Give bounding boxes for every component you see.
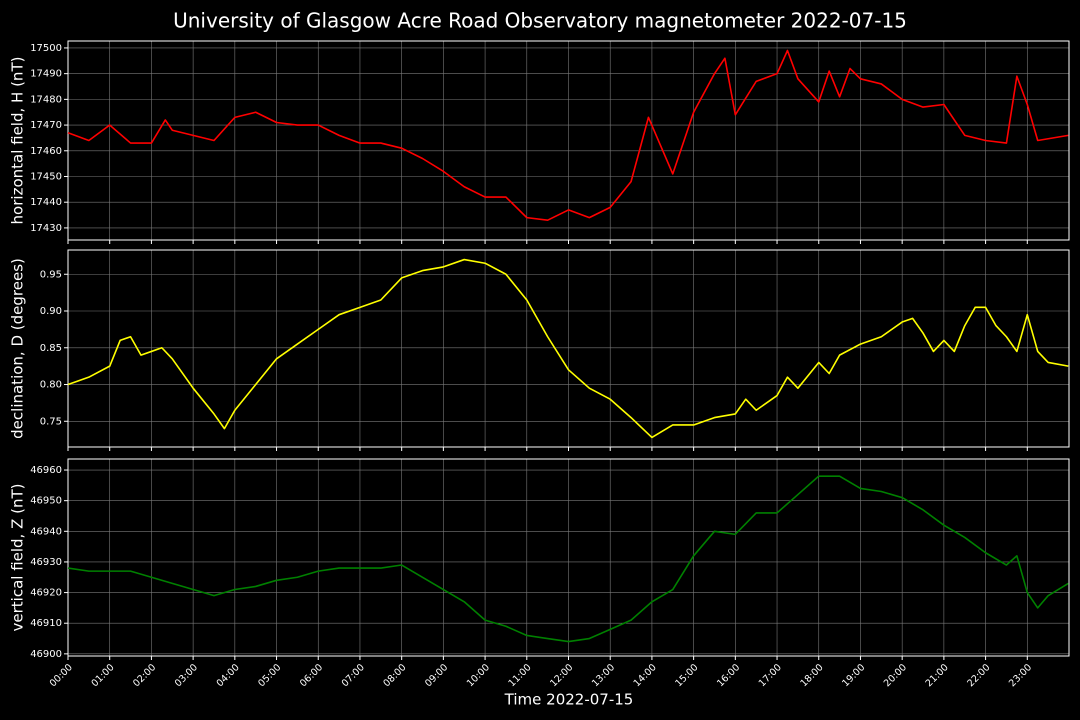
- x-tick-label: 21:00: [924, 662, 951, 689]
- x-tick-label: 02:00: [131, 662, 158, 689]
- x-tick-label: 00:00: [48, 662, 75, 689]
- y-tick-label: 46940: [30, 526, 62, 537]
- x-tick-label: 06:00: [298, 662, 325, 689]
- x-tick-label: 12:00: [548, 662, 575, 689]
- x-tick-label: 03:00: [173, 662, 200, 689]
- x-tick-label: 17:00: [757, 662, 784, 689]
- y-tick-label: 46900: [30, 649, 62, 660]
- y-tick-label: 17460: [30, 146, 62, 157]
- x-tick-label: 07:00: [340, 662, 367, 689]
- y-tick-label: 17490: [30, 69, 62, 80]
- y-tick-label: 46930: [30, 557, 62, 568]
- x-tick-label: 13:00: [590, 662, 617, 689]
- data-line: [67, 49, 1069, 221]
- y-tick-label: 46960: [30, 465, 62, 476]
- y-axis-label: horizontal field, H (nT): [9, 57, 27, 225]
- x-tick-label: 15:00: [673, 662, 700, 689]
- x-tick-label: 09:00: [423, 662, 450, 689]
- y-tick-label: 17500: [30, 43, 62, 54]
- x-tick-label: 20:00: [882, 662, 909, 689]
- x-tick-label: 10:00: [465, 662, 492, 689]
- x-tick-label: 14:00: [632, 662, 659, 689]
- x-tick-label: 16:00: [715, 662, 742, 689]
- y-tick-label: 0.75: [40, 416, 62, 427]
- data-line: [67, 258, 1069, 439]
- x-tick-label: 11:00: [507, 662, 534, 689]
- plot-frame: [67, 249, 1070, 448]
- plot-frame: [67, 40, 1070, 241]
- x-tick-label: 23:00: [1007, 662, 1034, 689]
- x-tick-label: 04:00: [215, 662, 242, 689]
- y-tick-label: 17480: [30, 94, 62, 105]
- x-tick-label: 18:00: [798, 662, 825, 689]
- y-tick-label: 0.90: [40, 306, 62, 317]
- y-tick-label: 46920: [30, 588, 62, 599]
- y-tick-label: 17440: [30, 197, 62, 208]
- y-tick-label: 0.80: [40, 380, 62, 391]
- y-tick-label: 46910: [30, 618, 62, 629]
- figure-title: University of Glasgow Acre Road Observat…: [173, 9, 907, 33]
- y-tick-label: 17450: [30, 171, 62, 182]
- y-tick-label: 17470: [30, 120, 62, 131]
- x-tick-label: 22:00: [965, 662, 992, 689]
- x-tick-label: 01:00: [89, 662, 116, 689]
- x-tick-label: 05:00: [256, 662, 283, 689]
- y-tick-label: 17430: [30, 223, 62, 234]
- y-tick-label: 46950: [30, 496, 62, 507]
- x-axis-label: Time 2022-07-15: [504, 691, 634, 709]
- y-tick-label: 0.95: [40, 269, 62, 280]
- x-tick-label: 08:00: [381, 662, 408, 689]
- x-tick-label: 19:00: [840, 662, 867, 689]
- y-tick-label: 0.85: [40, 343, 62, 354]
- plot-frame: [67, 458, 1070, 657]
- y-axis-label: declination, D (degrees): [9, 258, 27, 439]
- data-line: [67, 475, 1069, 643]
- y-axis-label: vertical field, Z (nT): [9, 483, 27, 631]
